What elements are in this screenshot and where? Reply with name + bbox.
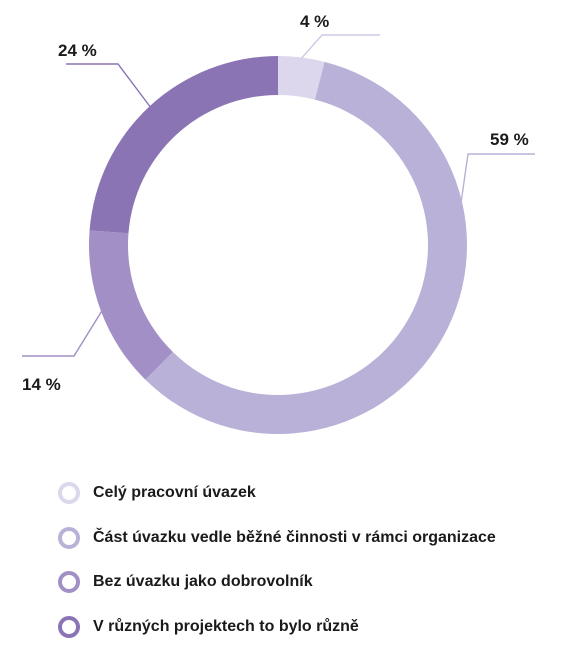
legend-swatch	[58, 526, 80, 549]
legend-item: Část úvazku vedle běžné činnosti v rámci…	[58, 526, 496, 549]
leader-line	[66, 63, 151, 108]
legend-swatch	[58, 571, 80, 593]
value-label-varied: 24 %	[58, 41, 97, 60]
value-label-part-time: 59 %	[490, 130, 529, 149]
slice-varied	[89, 56, 278, 234]
legend-label: Celý pracovní úvazek	[93, 484, 256, 501]
leader-line	[300, 34, 380, 59]
legend-item: Bez úvazku jako dobrovolník	[58, 571, 496, 593]
donut-slices	[89, 56, 468, 435]
legend-swatch	[58, 482, 80, 504]
slice-part-time	[145, 61, 468, 435]
legend-label: Bez úvazku jako dobrovolník	[93, 573, 313, 590]
legend-label: V různých projektech to bylo různě	[93, 617, 359, 635]
leader-line	[22, 310, 103, 357]
legend-label: Část úvazku vedle běžné činnosti v rámci…	[93, 528, 496, 546]
donut-chart: 4 % 59 % 14 % 24 %	[22, 12, 535, 435]
leader-lines	[22, 34, 535, 357]
leader-line	[441, 153, 535, 338]
value-label-volunteer: 14 %	[22, 375, 61, 394]
legend-item: V různých projektech to bylo různě	[58, 615, 496, 638]
value-labels: 4 % 59 % 14 % 24 %	[22, 12, 529, 394]
value-label-full-time: 4 %	[300, 12, 329, 31]
legend-swatch	[58, 615, 80, 638]
slice-full-time	[278, 56, 325, 100]
legend-item: Celý pracovní úvazek	[58, 482, 496, 504]
slice-volunteer	[89, 230, 173, 380]
legend: Celý pracovní úvazek Část úvazku vedle b…	[58, 482, 496, 660]
